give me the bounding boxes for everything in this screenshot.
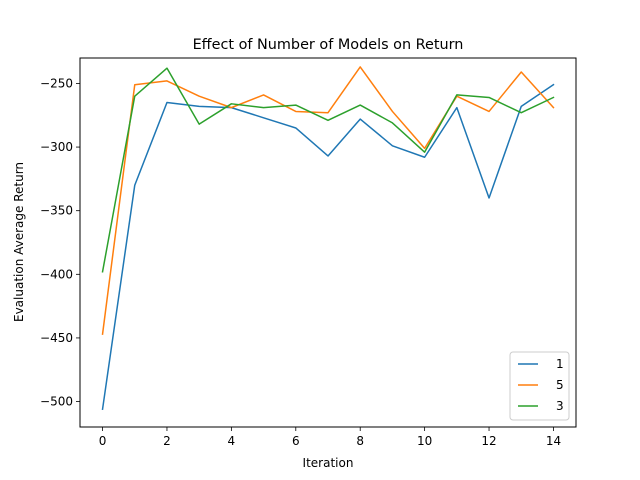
x-axis: 0 2 4 6 8 10 12 14 [99, 427, 561, 448]
x-tick-label: 8 [356, 434, 364, 448]
x-tick-label: 2 [163, 434, 171, 448]
y-tick-label: −500 [40, 395, 73, 409]
series-line-1 [101, 83, 555, 411]
x-tick-label: 14 [546, 434, 561, 448]
plot-frame [79, 57, 577, 428]
legend: 1 5 3 [509, 351, 570, 421]
series-layer [101, 66, 555, 411]
y-tick-label: −450 [40, 331, 73, 345]
x-tick-label: 0 [99, 434, 107, 448]
y-tick-label: −350 [40, 204, 73, 218]
y-axis-label: Evaluation Average Return [12, 162, 26, 322]
y-tick-label: −400 [40, 267, 73, 281]
x-tick-label: 6 [292, 434, 300, 448]
legend-label-3: 3 [556, 399, 564, 413]
legend-box [509, 351, 570, 421]
legend-items: 1 5 3 [518, 357, 564, 413]
series-line-3 [101, 67, 555, 273]
y-axis: −500 −450 −400 −350 −300 −250 [40, 76, 80, 409]
y-tick-label: −300 [40, 140, 73, 154]
legend-label-5: 5 [556, 378, 564, 392]
y-tick-label: −250 [40, 76, 73, 90]
x-axis-label: Iteration [303, 456, 354, 470]
legend-label-1: 1 [556, 357, 564, 371]
chart-title: Effect of Number of Models on Return [193, 37, 464, 53]
x-tick-label: 10 [417, 434, 432, 448]
x-tick-label: 12 [481, 434, 496, 448]
x-tick-label: 4 [228, 434, 236, 448]
